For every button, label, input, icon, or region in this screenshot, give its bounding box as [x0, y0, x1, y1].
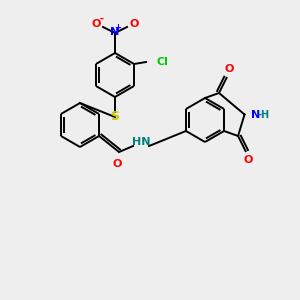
Text: HN: HN	[132, 137, 150, 147]
Text: N: N	[250, 110, 260, 119]
Text: N: N	[110, 27, 120, 37]
Text: Cl: Cl	[156, 57, 168, 67]
Text: -H: -H	[257, 110, 270, 119]
Text: -: -	[100, 14, 104, 24]
Text: O: O	[243, 155, 253, 165]
Text: O: O	[129, 19, 139, 29]
Text: O: O	[112, 159, 122, 169]
Text: O: O	[224, 64, 234, 74]
Text: +: +	[115, 22, 122, 32]
Text: O: O	[91, 19, 101, 29]
Text: S: S	[110, 110, 119, 124]
